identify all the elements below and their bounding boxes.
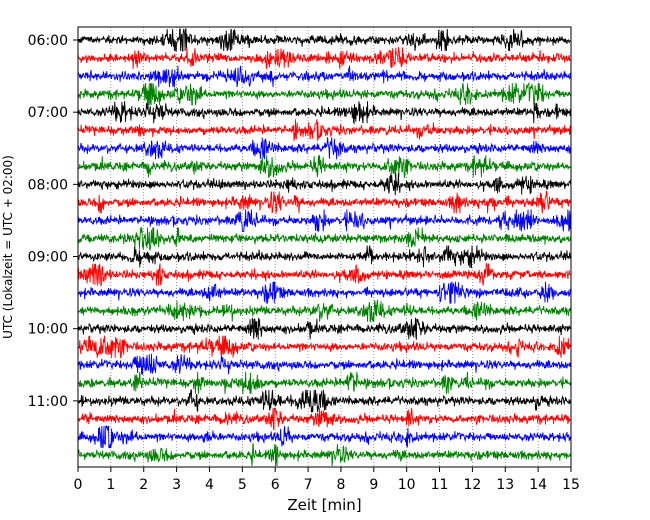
grid-lines: [110, 27, 539, 467]
seismogram-trace: [77, 281, 572, 304]
x-tick-label: 14: [529, 477, 547, 493]
seismogram-trace: [77, 227, 572, 250]
seismogram-trace: [77, 101, 572, 125]
y-tick-label: 09:00: [28, 250, 68, 266]
y-axis: 06:00 07:00 08:00 09:00 10:00 11:00: [28, 33, 78, 410]
seismogram-trace: [77, 317, 572, 340]
x-tick-label: 13: [496, 477, 514, 493]
y-axis-label: UTC (Lokalzeit = UTC + 02:00): [1, 155, 15, 339]
seismogram-trace: [77, 353, 572, 375]
seismogram-trace: [77, 190, 572, 214]
seismogram-trace: [77, 28, 572, 52]
y-tick-label: 08:00: [28, 177, 68, 193]
x-tick-label: 2: [139, 477, 148, 493]
seismogram-trace: [77, 425, 572, 449]
y-tick-label: 06:00: [28, 33, 68, 49]
x-axis-label: Zeit [min]: [287, 496, 361, 514]
seismogram-trace: [77, 299, 572, 323]
seismogram-trace: [77, 65, 572, 88]
x-tick-label: 8: [336, 477, 345, 493]
x-tick-label: 5: [238, 477, 247, 493]
seismogram-trace: [77, 209, 572, 232]
x-tick-label: 9: [369, 477, 378, 493]
y-tick-label: 10:00: [28, 322, 68, 338]
seismogram-trace: [77, 371, 572, 394]
x-tick-label: 10: [398, 477, 416, 493]
x-tick-label: 12: [463, 477, 481, 493]
x-tick-label: 11: [431, 477, 449, 493]
x-tick-label: 4: [205, 477, 214, 493]
y-tick-label: 07:00: [28, 105, 68, 121]
seismogram-trace: [77, 263, 572, 287]
seismogram-trace: [77, 407, 572, 431]
seismogram-trace: [77, 119, 572, 142]
seismogram-trace: [77, 389, 572, 413]
x-tick-label: 0: [74, 477, 83, 493]
seismogram-trace: [77, 137, 572, 160]
x-tick-label: 15: [562, 477, 580, 493]
x-tick-label: 1: [106, 477, 115, 493]
seismogram-trace: [77, 81, 571, 106]
plot-frame: [77, 26, 572, 468]
seismogram-trace: [77, 173, 572, 196]
x-tick-label: 6: [271, 477, 280, 493]
x-tick-label: 3: [172, 477, 181, 493]
seismogram-trace: [77, 443, 572, 467]
x-axis: 0 1 2 3 4 5 6 7 8 9 10 11 12 13 14 15: [74, 467, 580, 493]
seismogram-trace: [77, 46, 572, 70]
seismogram-trace: [77, 245, 572, 268]
y-tick-label: 11:00: [28, 394, 68, 410]
seismogram-traces: [77, 28, 572, 467]
x-tick-label: 7: [304, 477, 313, 493]
seismogram-trace: [77, 155, 571, 178]
seismogram-trace: [77, 335, 572, 359]
